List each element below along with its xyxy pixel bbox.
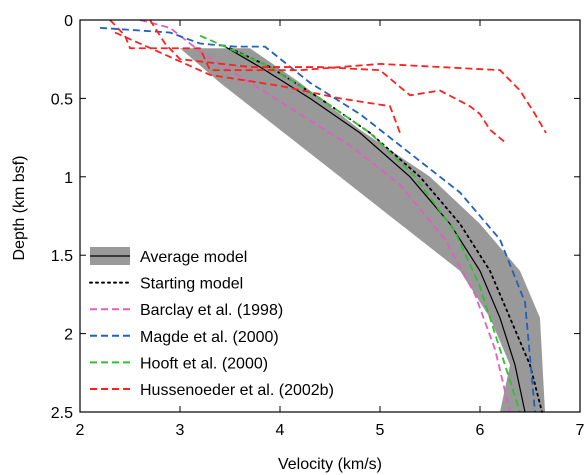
y-tick-label: 2 xyxy=(64,327,73,344)
series-line-3 xyxy=(99,26,536,413)
series-line-4 xyxy=(199,34,521,413)
legend-label: Average model xyxy=(140,249,247,266)
series-line-5 xyxy=(109,19,547,134)
legend-entry: Hussenoeder et al. (2002b) xyxy=(90,382,334,399)
legend: Average model Starting model Barclay et al… xyxy=(89,247,334,399)
x-axis-label: Velocity (km/s) xyxy=(278,456,382,473)
legend-label: Barclay et al. (1998) xyxy=(140,302,283,319)
y-tick-label: 1.5 xyxy=(51,248,73,265)
legend-entry: Average model xyxy=(90,247,247,266)
series-line-1 xyxy=(229,47,543,413)
x-tick-label: 5 xyxy=(376,422,385,439)
y-axis-label: Depth (km bsf) xyxy=(11,156,28,261)
x-tick-label: 3 xyxy=(176,422,185,439)
series-line-2 xyxy=(139,19,511,413)
legend-entry: Magde et al. (2000) xyxy=(90,329,279,346)
legend-label: Magde et al. (2000) xyxy=(140,329,279,346)
series-line-6 xyxy=(149,19,506,143)
legend-label: Starting model xyxy=(140,276,243,293)
legend-entry: Starting model xyxy=(89,276,243,293)
x-tick-label: 7 xyxy=(576,422,585,439)
plot-frame xyxy=(79,19,581,413)
y-tick-label: 0 xyxy=(64,13,73,30)
x-tick-label: 6 xyxy=(476,422,485,439)
average-model-band xyxy=(180,48,545,412)
y-tick-label: 2.5 xyxy=(51,405,73,422)
tick-layer: 2 3 4 5 6 700.511.522.5 xyxy=(51,13,585,439)
y-tick-label: 0.5 xyxy=(51,91,73,108)
series-line-0 xyxy=(224,46,526,413)
x-tick-label: 2 xyxy=(76,422,85,439)
legend-entry: Barclay et al. (1998) xyxy=(90,302,283,319)
legend-label: Hooft et al. (2000) xyxy=(140,355,268,372)
series-layer xyxy=(99,19,547,413)
y-tick-label: 1 xyxy=(64,170,73,187)
average-model-band-layer xyxy=(180,48,545,412)
legend-label: Hussenoeder et al. (2002b) xyxy=(140,382,334,399)
series-line-7 xyxy=(114,31,401,134)
legend-entry: Hooft et al. (2000) xyxy=(90,355,268,372)
x-tick-label: 4 xyxy=(276,422,285,439)
